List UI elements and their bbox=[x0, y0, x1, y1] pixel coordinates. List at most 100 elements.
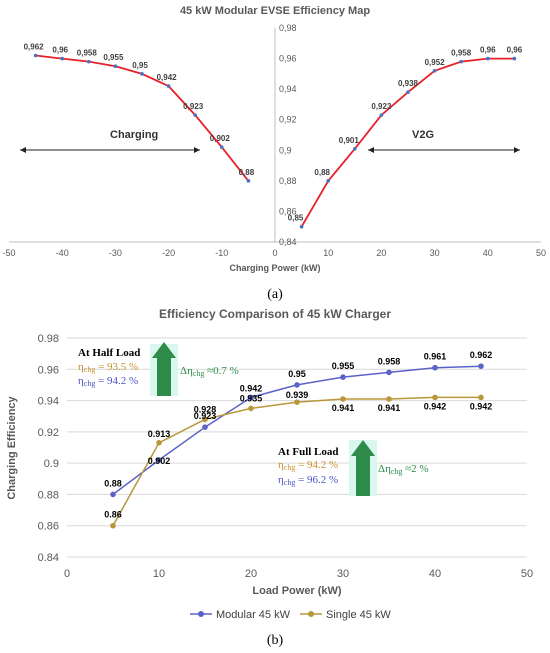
chart-a-data-label: 0,942 bbox=[157, 73, 178, 82]
chart-b-point bbox=[248, 405, 254, 412]
chart-a-x-tick: 20 bbox=[376, 248, 386, 258]
chart-a-point bbox=[33, 53, 38, 58]
chart-b-data-label: 0.955 bbox=[332, 361, 355, 371]
chart-b-point bbox=[340, 374, 346, 380]
chart-b-point bbox=[202, 416, 208, 423]
chart-a-data-labels: 0,962 0,96 0,958 0,955 0,95 0,942 0,923 0,902 0,… bbox=[24, 43, 523, 223]
legend-single-label: Single 45 kW bbox=[326, 609, 391, 621]
chart-a-y-tick: 0,84 bbox=[279, 237, 297, 247]
chart-a-x-tick: 40 bbox=[483, 248, 493, 258]
chart-a-point bbox=[193, 113, 197, 117]
chart-b-y-tick: 0.84 bbox=[38, 552, 59, 564]
chart-b-point bbox=[202, 424, 208, 430]
chart-b-y-tick: 0.9 bbox=[44, 458, 59, 470]
chart-b-data-label: 0.941 bbox=[332, 403, 355, 413]
chart-a-xlabel: Charging Power (kW) bbox=[229, 263, 320, 273]
chart-a-point bbox=[326, 179, 331, 183]
panel-label-b: (b) bbox=[267, 633, 284, 648]
chart-b-y-ticks: 0.84 0.86 0.88 0.9 0.92 0.94 0.96 0.98 bbox=[38, 333, 59, 564]
chart-a-y-tick: 0,94 bbox=[279, 84, 297, 94]
charging-annotation: Charging bbox=[110, 129, 158, 141]
legend-single-marker bbox=[308, 611, 314, 617]
chart-b-x-ticks: 0 10 20 30 40 50 bbox=[64, 568, 533, 580]
chart-b-y-tick: 0.98 bbox=[38, 333, 59, 345]
chart-a-point bbox=[486, 56, 490, 61]
chart-b-point bbox=[478, 363, 484, 369]
chart-a-data-label: 0,962 bbox=[24, 43, 45, 52]
chart-b-data-label: 0.958 bbox=[378, 356, 401, 366]
chart-b: Efficiency Comparison of 45 kW Charger 0… bbox=[6, 307, 533, 648]
chart-a-point bbox=[113, 64, 118, 69]
chart-a-points bbox=[33, 53, 517, 229]
full-load-modular: ηchg = 96.2 % bbox=[278, 474, 338, 487]
full-load-arrow bbox=[351, 440, 375, 496]
chart-b-point bbox=[340, 396, 346, 402]
chart-b-y-tick: 0.92 bbox=[38, 427, 59, 439]
chart-b-data-label: 0.88 bbox=[104, 478, 122, 488]
chart-b-title: Efficiency Comparison of 45 kW Charger bbox=[159, 307, 391, 321]
legend-modular-marker bbox=[198, 611, 204, 617]
chart-b-point bbox=[294, 399, 300, 405]
chart-b-data-labels: 0.88 0.902 0.923 0.942 0.95 0.955 0.958 0.961 0.… bbox=[104, 350, 492, 520]
chart-b-x-tick: 30 bbox=[337, 568, 349, 580]
chart-b-data-label: 0.923 bbox=[194, 411, 217, 421]
chart-a-data-label: 0,901 bbox=[339, 136, 360, 145]
chart-b-point bbox=[248, 394, 254, 401]
chart-b-data-label: 0.941 bbox=[378, 403, 401, 413]
full-load-delta: Δηchg ≈2 % bbox=[378, 463, 429, 476]
full-load-single: ηchg = 94.2 % bbox=[278, 459, 338, 472]
chart-b-point bbox=[294, 382, 300, 388]
full-load-title: At Full Load bbox=[278, 446, 339, 458]
chart-a-title: 45 kW Modular EVSE Efficiency Map bbox=[180, 5, 370, 17]
half-load-arrow bbox=[152, 342, 176, 396]
chart-a-y-tick: 0,96 bbox=[279, 54, 297, 64]
chart-b-point bbox=[386, 369, 392, 376]
chart-b-data-label: 0.942 bbox=[424, 401, 447, 411]
chart-a-x-tick: 10 bbox=[323, 248, 333, 258]
chart-a-point bbox=[166, 84, 171, 88]
chart-b-point bbox=[156, 440, 162, 446]
chart-b-data-label: 0.902 bbox=[148, 456, 171, 466]
half-load-modular: ηchg = 94.2 % bbox=[78, 375, 138, 388]
chart-b-data-label: 0.913 bbox=[148, 429, 171, 439]
chart-b-point bbox=[432, 394, 438, 401]
chart-b-ylabel: Charging Efficiency bbox=[6, 395, 18, 499]
chart-a-x-tick: -40 bbox=[56, 248, 69, 258]
chart-a-point bbox=[459, 59, 464, 64]
chart-b-data-label: 0.942 bbox=[240, 383, 263, 393]
chart-b-x-tick: 10 bbox=[153, 568, 165, 580]
chart-b-xlabel: Load Power (kW) bbox=[252, 585, 342, 597]
chart-a-y-tick: 0,9 bbox=[279, 145, 292, 155]
chart-b-point bbox=[156, 457, 162, 463]
chart-a-point bbox=[87, 59, 91, 64]
chart-b-data-label: 0.86 bbox=[104, 510, 122, 520]
chart-b-legend: Modular 45 kW Single 45 kW bbox=[190, 609, 391, 621]
chart-b-data-label: 0.935 bbox=[240, 393, 263, 403]
chart-a-data-label: 0,96 bbox=[507, 46, 523, 55]
chart-a-y-tick: 0,88 bbox=[279, 176, 297, 186]
chart-b-data-label: 0.962 bbox=[470, 350, 493, 360]
chart-a-x-tick: -20 bbox=[162, 248, 175, 258]
chart-a-data-label: 0,96 bbox=[52, 46, 68, 55]
chart-b-point bbox=[432, 364, 438, 371]
chart-a-point bbox=[406, 90, 410, 94]
chart-b-y-tick: 0.88 bbox=[38, 489, 59, 501]
chart-a-point bbox=[432, 69, 437, 73]
chart-b-data-label: 0.95 bbox=[288, 369, 306, 379]
chart-a-point bbox=[379, 113, 384, 117]
chart-b-x-tick: 50 bbox=[521, 568, 533, 580]
chart-a-point bbox=[512, 56, 517, 61]
chart-b-x-tick: 20 bbox=[245, 568, 257, 580]
chart-a-point bbox=[140, 72, 144, 76]
chart-a-data-label: 0,952 bbox=[425, 58, 446, 67]
chart-a-x-tick: 0 bbox=[272, 248, 277, 258]
half-load-delta: Δηchg ≈0.7 % bbox=[180, 365, 239, 378]
chart-a-data-label: 0,88 bbox=[314, 168, 330, 177]
chart-a-x-tick: 30 bbox=[430, 248, 440, 258]
chart-a-y-tick: 0,92 bbox=[279, 115, 297, 125]
chart-a-data-label: 0,923 bbox=[371, 102, 392, 111]
chart-b-x-tick: 0 bbox=[64, 568, 70, 580]
chart-b-data-label: 0.939 bbox=[286, 390, 309, 400]
chart-a-point bbox=[353, 146, 357, 151]
